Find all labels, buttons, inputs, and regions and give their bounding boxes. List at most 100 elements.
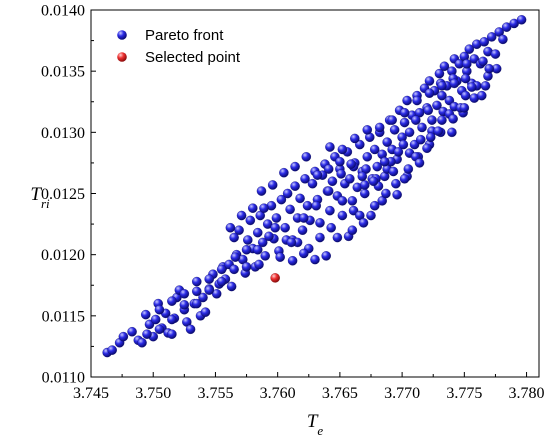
pareto-front-point: [411, 115, 421, 125]
pareto-front-point: [270, 222, 280, 233]
pareto-front-point: [335, 156, 345, 167]
x-tick-label: 3.750: [135, 385, 171, 402]
pareto-front-point: [336, 169, 346, 179]
pareto-front-point: [484, 63, 494, 74]
pareto-front-point: [347, 196, 358, 206]
pareto-front-point: [498, 34, 508, 45]
pareto-front-point: [357, 171, 368, 182]
pareto-front-point: [379, 156, 390, 167]
pareto-front-point: [434, 68, 445, 79]
pareto-front-point: [302, 200, 313, 211]
pareto-front-point: [490, 49, 501, 59]
x-tick-label: 3.780: [509, 385, 545, 402]
pareto-front-point: [479, 37, 489, 47]
pareto-front-point: [154, 304, 165, 315]
pareto-front-point: [137, 337, 147, 348]
pareto-front-point: [326, 222, 336, 233]
pareto-front-point: [398, 139, 409, 150]
pareto-front-point: [225, 222, 236, 233]
pareto-front-point: [310, 254, 320, 265]
pareto-front-point: [299, 248, 309, 259]
pareto-front-point: [360, 188, 370, 199]
x-tick-label: 3.775: [446, 385, 482, 402]
pareto-front-point: [439, 61, 450, 72]
pareto-front-point: [462, 59, 472, 69]
pareto-front-point: [460, 73, 471, 84]
pareto-front-point: [372, 161, 382, 172]
pareto-front-point: [459, 103, 470, 113]
pareto-front-point: [198, 292, 208, 303]
pareto-front-point: [200, 307, 211, 317]
pareto-front-point: [347, 225, 358, 235]
pareto-front-point: [315, 232, 325, 243]
pareto-front-point: [425, 132, 436, 142]
x-tick-label: 3.755: [197, 385, 233, 402]
pareto-front-point: [260, 251, 270, 261]
pareto-front-point: [141, 309, 151, 320]
pareto-front-point: [167, 296, 177, 306]
pareto-front-point: [307, 178, 318, 189]
pareto-front-point: [460, 90, 471, 101]
pareto-front-point: [234, 225, 244, 235]
pareto-front-point: [192, 298, 202, 309]
pareto-front-point: [229, 264, 239, 275]
pareto-front-point: [315, 218, 325, 228]
pareto-front-point: [437, 90, 447, 101]
x-axis-label: Te: [307, 411, 324, 438]
pareto-front-point: [271, 213, 282, 223]
pareto-front-point: [399, 117, 410, 128]
pareto-front-point: [480, 81, 491, 91]
pareto-front-point: [433, 126, 443, 136]
pareto-front-point: [424, 88, 435, 98]
pareto-front-point: [253, 227, 263, 238]
pareto-front-point: [167, 329, 177, 339]
pareto-front-point: [403, 164, 414, 174]
pareto-front-point: [280, 222, 290, 233]
pareto-front-point: [282, 188, 293, 199]
pareto-front-point: [179, 300, 190, 310]
pareto-front-point: [486, 32, 497, 42]
pareto-front-point: [393, 147, 404, 157]
pareto-front-point: [226, 281, 237, 292]
pareto-front-point: [417, 122, 427, 133]
pareto-front-point: [241, 245, 252, 255]
pareto-front-point: [337, 210, 348, 221]
pareto-front-point: [276, 194, 287, 205]
pareto-front-point: [253, 245, 263, 255]
y-tick-label: 0.0125: [41, 186, 85, 203]
legend-label-pareto-front: Pareto front: [145, 27, 224, 44]
pareto-front-point: [437, 81, 447, 91]
pareto-front-point: [290, 161, 300, 172]
pareto-front-point: [412, 95, 422, 106]
pareto-front-point: [350, 133, 360, 144]
pareto-front-point: [300, 174, 310, 184]
pareto-front-point: [516, 15, 527, 25]
pareto-front-point: [179, 289, 190, 299]
pareto-front-point: [382, 137, 392, 147]
y-tick-label: 0.0135: [41, 64, 85, 81]
pareto-front-point: [230, 252, 241, 262]
pareto-front-point: [290, 181, 300, 191]
pareto-front-point: [285, 204, 295, 215]
y-axis-label: Tri: [30, 184, 50, 211]
pareto-front-point: [478, 56, 488, 67]
pareto-front-point: [259, 203, 269, 213]
y-tick-label: 0.0130: [41, 125, 85, 142]
pareto-front-point: [387, 115, 397, 125]
pareto-front-point: [241, 262, 252, 272]
pareto-front-point: [432, 100, 442, 111]
pareto-front-point: [391, 178, 401, 189]
pareto-front-point: [337, 196, 348, 206]
pareto-front-point: [362, 125, 373, 135]
points-layer: [102, 15, 527, 358]
pareto-front-point: [414, 158, 425, 168]
x-tick-label: 3.745: [73, 385, 109, 402]
y-tick-label: 0.0110: [42, 370, 85, 387]
pareto-front-point: [423, 105, 433, 116]
pareto-front-point: [312, 170, 323, 180]
pareto-front-point: [216, 264, 227, 275]
legend-marker-selected-point: [117, 52, 127, 62]
pareto-front-point: [427, 115, 437, 125]
pareto-front-point: [236, 210, 247, 221]
